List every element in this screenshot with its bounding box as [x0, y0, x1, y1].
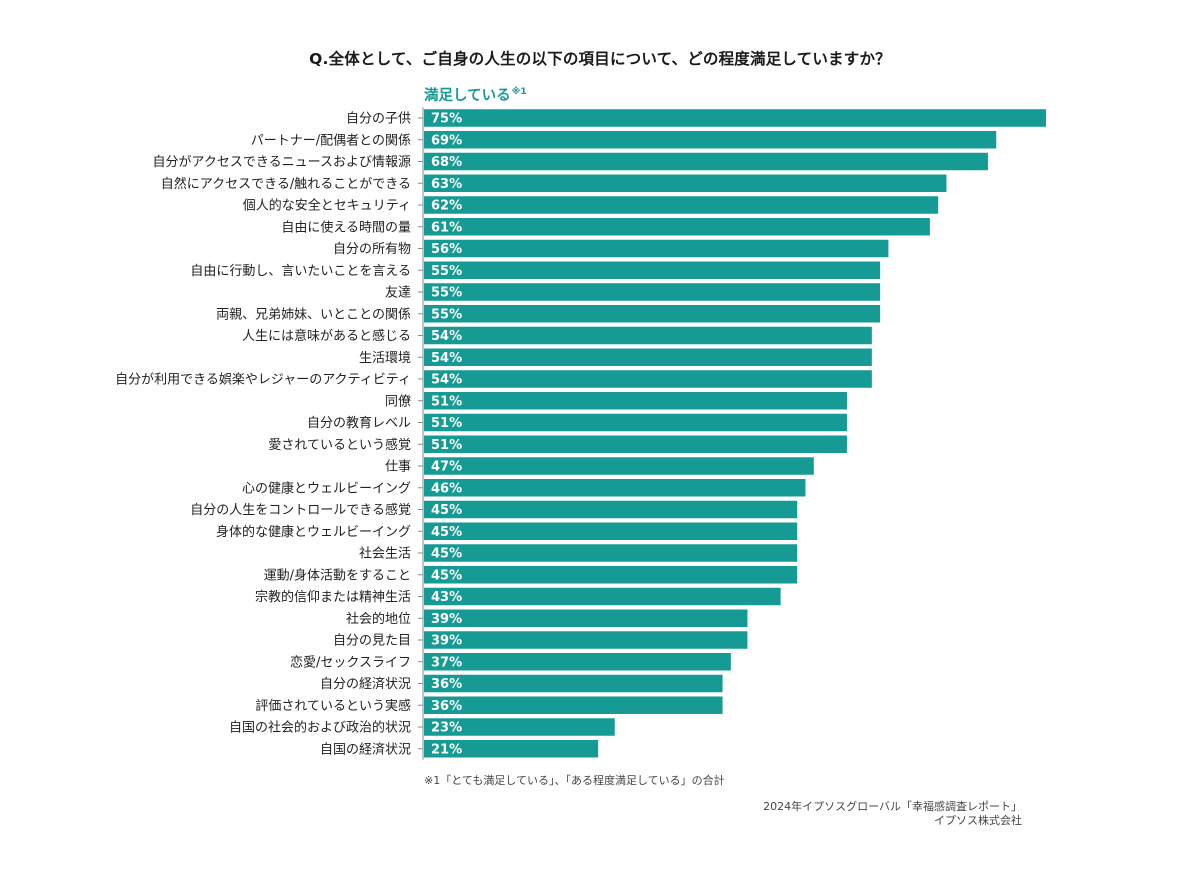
- bar-value-label: 62%: [431, 199, 462, 214]
- bar: [424, 109, 1046, 127]
- bar: [424, 174, 947, 192]
- category-label: 自分がアクセスできるニュースおよび情報源: [153, 155, 411, 170]
- bar-value-label: 23%: [431, 721, 462, 736]
- bar: [424, 435, 847, 453]
- bar-value-label: 47%: [431, 460, 462, 475]
- bar-value-label: 36%: [431, 677, 462, 692]
- bar-value-label: 46%: [431, 481, 462, 496]
- bar: [424, 305, 881, 323]
- category-label: 自分の教育レベル: [307, 415, 411, 431]
- category-label: 身体的な健康とウェルビーイング: [216, 524, 411, 540]
- bar: [424, 544, 798, 562]
- bar-value-label: 51%: [431, 394, 462, 409]
- bar-value-label: 45%: [431, 568, 462, 583]
- category-label: 社会的地位: [346, 611, 411, 627]
- category-label: 友達: [385, 285, 411, 301]
- source-report-name: 2024年イプソスグローバル「幸福感調査レポート」: [763, 800, 1022, 813]
- category-label: パートナー/配偶者との関係: [251, 133, 411, 148]
- bar-value-label: 54%: [431, 329, 462, 344]
- category-label: 自国の経済状況: [320, 741, 411, 757]
- category-label: 人生には意味があると感じる: [242, 328, 411, 344]
- bar-value-label: 37%: [431, 655, 462, 670]
- bar-value-label: 54%: [431, 351, 462, 366]
- bar: [424, 370, 872, 388]
- bar-value-label: 63%: [431, 177, 462, 192]
- bar-value-label: 21%: [431, 742, 462, 757]
- footnote: ※1「とても満足している」、「ある程度満足している」の合計: [424, 774, 725, 787]
- bar-value-label: 43%: [431, 590, 462, 605]
- bar: [424, 587, 781, 606]
- bar: [424, 674, 723, 693]
- category-label: 自国の社会的および政治的状況: [229, 720, 411, 736]
- bar: [424, 283, 881, 301]
- series-label: 満足している※1: [424, 84, 527, 105]
- bar: [424, 522, 798, 540]
- series-label-text: 満足している: [424, 88, 511, 104]
- bar-value-label: 55%: [431, 286, 462, 301]
- bar: [424, 152, 988, 171]
- bar-value-label: 36%: [431, 699, 462, 714]
- bar: [424, 218, 930, 236]
- bar: [424, 609, 748, 627]
- category-label: 自由に使える時間の量: [281, 219, 411, 235]
- bar: [424, 348, 872, 366]
- bar: [424, 196, 939, 214]
- category-label: 仕事: [385, 460, 411, 475]
- category-label: 心の健康とウェルビーイング: [242, 480, 411, 496]
- category-label: 宗教的信仰または精神生活: [255, 589, 411, 605]
- bar: [424, 261, 881, 279]
- category-label: 自分が利用できる娯楽やレジャーのアクティビティ: [115, 372, 411, 388]
- bar: [424, 479, 806, 497]
- bar-value-label: 45%: [431, 503, 462, 518]
- bar: [424, 131, 997, 149]
- category-label: 自然にアクセスできる/触れることができる: [161, 176, 411, 192]
- bar-value-label: 69%: [431, 133, 462, 148]
- bar-value-label: 45%: [431, 525, 462, 540]
- bar: [424, 631, 748, 649]
- bar: [424, 500, 798, 519]
- source-credit: 2024年イプソスグローバル「幸福感調査レポート」 イプソス株式会社: [763, 800, 1022, 828]
- bar-value-label: 61%: [431, 220, 462, 235]
- bar-value-label: 39%: [431, 612, 462, 627]
- bar-value-label: 55%: [431, 264, 462, 279]
- category-label: 同僚: [385, 394, 411, 409]
- bar: [424, 392, 847, 410]
- category-label: 評価されているという実感: [255, 698, 411, 714]
- category-label: 自分の人生をコントロールできる感覚: [190, 502, 411, 518]
- category-label: 運動/身体活動をすること: [264, 567, 411, 583]
- bar: [424, 696, 723, 714]
- category-label: 恋愛/セックスライフ: [290, 654, 411, 670]
- chart-title: Q.全体として、ご自身の人生の以下の項目について、どの程度満足していますか？: [309, 50, 891, 68]
- bar-value-label: 68%: [431, 155, 462, 170]
- category-label: 生活環境: [359, 351, 411, 366]
- bar-value-label: 45%: [431, 547, 462, 562]
- bar: [424, 413, 847, 432]
- category-label: 個人的な安全とセキュリティ: [243, 198, 411, 214]
- bar-value-label: 51%: [431, 438, 462, 453]
- bar-value-label: 56%: [431, 242, 462, 257]
- category-label: 自分の見た目: [333, 634, 411, 649]
- category-label: 自分の子供: [346, 112, 411, 127]
- bar: [424, 326, 872, 345]
- bar: [424, 718, 615, 736]
- bar: [424, 566, 798, 584]
- bar-value-label: 54%: [431, 373, 462, 388]
- category-label: 自分の所有物: [333, 242, 411, 257]
- category-label: 愛されているという感覚: [268, 437, 411, 453]
- bar: [424, 653, 731, 671]
- bar-value-label: 39%: [431, 634, 462, 649]
- bar-value-label: 51%: [431, 416, 462, 431]
- bar-value-label: 75%: [431, 112, 462, 127]
- bar-value-label: 55%: [431, 307, 462, 322]
- category-label: 自分の経済状況: [320, 676, 411, 692]
- category-label: 社会生活: [359, 546, 411, 562]
- category-label: 両親、兄弟姉妹、いとことの関係: [216, 307, 411, 322]
- category-label: 自由に行動し、言いたいことを言える: [190, 264, 411, 279]
- bar: [424, 740, 599, 758]
- bar: [424, 457, 814, 475]
- source-company: イプソス株式会社: [934, 814, 1022, 827]
- bar: [424, 239, 889, 258]
- series-label-note-mark: ※1: [511, 87, 527, 98]
